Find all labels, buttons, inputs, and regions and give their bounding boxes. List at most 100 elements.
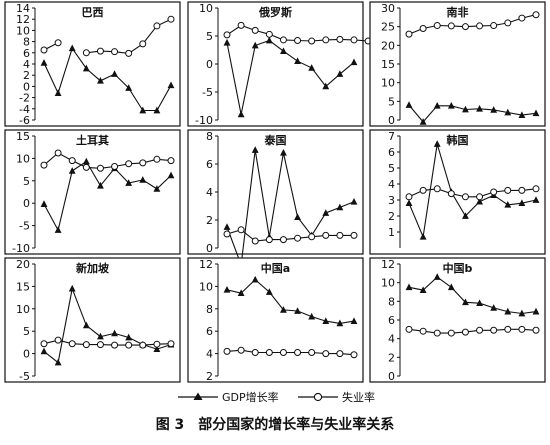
unemp-series-line <box>43 339 172 346</box>
unemp-point <box>294 348 302 356</box>
unemp-point <box>96 47 104 55</box>
gdp-point <box>280 306 287 313</box>
gdp-point <box>336 70 344 77</box>
gdp-point <box>237 289 245 296</box>
gdp-point <box>336 319 344 327</box>
unemp-point <box>279 236 287 244</box>
unemp-point <box>322 350 330 358</box>
y-tick-label: 6 <box>388 146 395 159</box>
panel-frame <box>187 257 364 383</box>
gdp-point <box>462 298 469 306</box>
gdp-point <box>490 106 498 113</box>
legend-unemp-circle-icon <box>313 392 323 402</box>
gdp-point <box>504 108 512 116</box>
panel-title: 俄罗斯 <box>258 5 292 19</box>
gdp-point <box>294 57 301 65</box>
y-tick-label: 0 <box>23 197 30 210</box>
gdp-point <box>336 203 344 211</box>
unemp-series-line <box>226 349 355 356</box>
y-tick-label: -4 <box>19 103 30 116</box>
y-tick-label: 12 <box>199 258 213 271</box>
gdp-point <box>476 299 483 307</box>
y-tick-label: 6 <box>206 325 213 338</box>
y-tick-label: 4 <box>206 186 213 199</box>
gdp-point <box>504 307 512 315</box>
gdp-series-line <box>43 160 172 232</box>
gdp-point <box>40 347 48 355</box>
y-tick-label: 8 <box>206 130 213 143</box>
y-tick-label: 5 <box>23 325 30 338</box>
y-tick-label: 0 <box>388 370 395 383</box>
gdp-series-line <box>43 286 172 364</box>
panel-title: 中国b <box>443 261 473 275</box>
panel-frame <box>4 257 181 383</box>
panel-frame <box>369 129 546 255</box>
y-tick-label: -10 <box>12 242 30 255</box>
y-tick-label: 8 <box>388 295 395 308</box>
gdp-point <box>125 84 133 91</box>
unemp-point <box>139 341 147 349</box>
y-tick-label: 5 <box>206 30 213 43</box>
y-tick-label: 2 <box>206 214 213 227</box>
unemp-point <box>265 30 273 38</box>
unemp-point <box>82 341 90 349</box>
unemp-point <box>518 14 526 22</box>
unemp-point <box>476 22 484 30</box>
unemp-point <box>167 340 175 348</box>
y-tick-label: 5 <box>388 95 395 108</box>
unemp-point <box>490 326 498 334</box>
gdp-point <box>97 181 104 189</box>
y-tick-label: -5 <box>202 86 213 99</box>
gdp-point <box>111 70 118 77</box>
y-tick-label: 7 <box>388 130 395 143</box>
unemp-point <box>405 30 413 38</box>
gdp-point <box>153 106 161 114</box>
unemp-point <box>447 22 455 30</box>
y-tick-label: 14 <box>16 2 30 15</box>
unemp-point <box>336 350 344 358</box>
y-tick-label: 4 <box>388 333 395 346</box>
y-tick-label: 15 <box>16 130 30 143</box>
y-tick-label: -5 <box>19 220 30 233</box>
gdp-series-line <box>43 47 172 112</box>
y-tick-label: 20 <box>381 39 395 52</box>
gdp-point <box>419 118 427 125</box>
unemp-point <box>111 341 119 349</box>
panel-frame <box>369 257 546 383</box>
gdp-series-line <box>408 104 537 123</box>
unemp-point <box>125 160 133 168</box>
unemp-point <box>476 193 484 201</box>
y-tick-label: 2 <box>388 351 395 364</box>
y-tick-label: 6 <box>388 314 395 327</box>
unemp-point <box>54 39 62 47</box>
unemp-point <box>308 348 316 356</box>
unemp-point <box>308 37 316 45</box>
gdp-point <box>54 358 62 366</box>
gdp-point <box>97 77 104 84</box>
unemp-point <box>294 36 302 44</box>
gdp-point <box>280 149 287 156</box>
y-tick-label: 4 <box>388 178 395 191</box>
y-tick-label: 4 <box>206 348 213 361</box>
gdp-point <box>518 199 526 207</box>
unemp-point <box>223 31 231 39</box>
y-tick-label: 10 <box>16 24 30 37</box>
y-tick-label: 0 <box>388 114 395 127</box>
unemp-point <box>279 36 287 44</box>
gdp-series-line <box>408 143 537 239</box>
y-tick-label: -5 <box>19 370 30 383</box>
unemp-point <box>167 15 175 23</box>
unemp-point <box>68 157 76 165</box>
unemp-point <box>139 40 147 48</box>
unemp-point <box>504 186 512 194</box>
gdp-point <box>139 176 147 183</box>
gdp-point <box>433 273 441 280</box>
gdp-point <box>322 317 330 324</box>
gdp-point <box>419 286 427 293</box>
y-tick-label: 12 <box>16 13 30 26</box>
panel-title: 土耳其 <box>76 133 109 147</box>
unemp-point <box>68 340 76 348</box>
